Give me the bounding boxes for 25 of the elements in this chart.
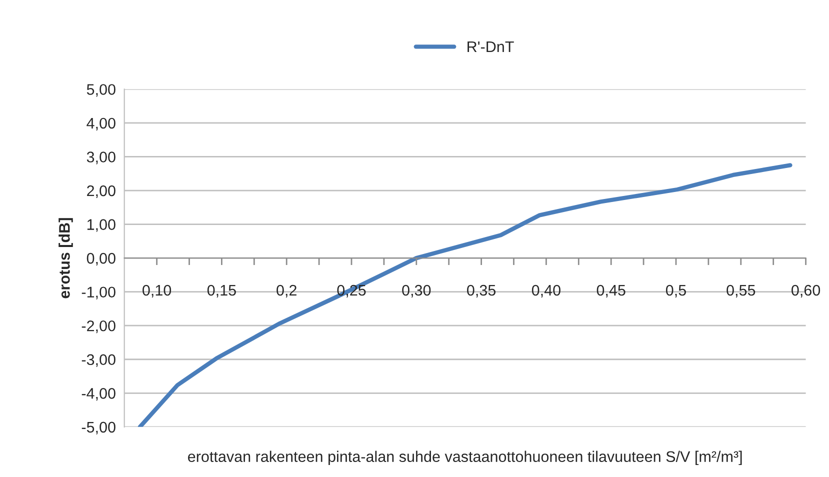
x-tick-label: 0,45 bbox=[596, 284, 626, 298]
y-axis-title: erotus [dB] bbox=[58, 218, 73, 298]
x-axis-title: erottavan rakenteen pinta-alan suhde vastaanottohuoneen tilavuuteen S/V [m²/m³] bbox=[188, 450, 742, 466]
y-tick-label: 2,00 bbox=[87, 185, 116, 198]
y-tick-label: -2,00 bbox=[82, 320, 116, 334]
x-tick-label: 0,2 bbox=[276, 284, 296, 298]
x-tick-label: 0,5 bbox=[666, 284, 686, 298]
x-tick-label: 0,15 bbox=[207, 284, 236, 298]
x-tick-label: 0,10 bbox=[142, 284, 172, 298]
x-tick-label: 0,35 bbox=[467, 284, 496, 298]
y-tick-label: 3,00 bbox=[86, 152, 116, 164]
y-tick-label: 1,00 bbox=[87, 219, 116, 232]
y-tick-label: 0,00 bbox=[86, 252, 116, 266]
x-tick-label: 0,30 bbox=[402, 284, 431, 298]
x-tick-label: 0,55 bbox=[726, 284, 756, 298]
y-tick-label: -1,00 bbox=[82, 286, 116, 300]
y-tick-label: 4,00 bbox=[86, 118, 116, 130]
line-series bbox=[138, 163, 792, 427]
x-tick-label: 0,40 bbox=[532, 284, 560, 298]
y-tick-label: 5,00 bbox=[86, 84, 116, 97]
y-tick-label: -4,00 bbox=[82, 388, 116, 401]
x-tick-label: 0,60 bbox=[792, 284, 820, 298]
y-tick-label: -5,00 bbox=[82, 422, 116, 434]
y-tick-label: -3,00 bbox=[82, 354, 116, 367]
legend-label: R'-DnT bbox=[468, 42, 514, 52]
